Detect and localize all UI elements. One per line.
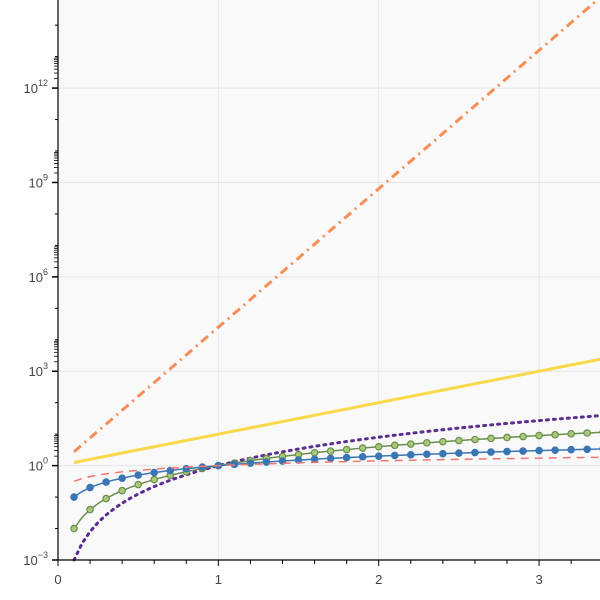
series-sqrt-line	[73, 456, 600, 483]
series-sq-point	[150, 475, 159, 484]
series-sq-point	[487, 434, 495, 443]
y-tick-label: 1012	[24, 78, 48, 96]
series-lin-point	[471, 448, 479, 457]
series-sq-point	[390, 441, 399, 450]
series-sq-point	[134, 480, 142, 489]
series-sq-point	[535, 431, 543, 440]
series-lin-point	[583, 445, 591, 454]
series-lin-point	[134, 471, 142, 479]
x-tick-label: 1	[215, 572, 222, 587]
series-lin-point	[439, 449, 447, 458]
series-lin-point	[455, 449, 463, 457]
series-lin-point	[406, 451, 415, 459]
series-sq-point	[374, 442, 383, 451]
series-sq-point	[503, 433, 511, 442]
series-lin-point	[246, 459, 255, 467]
series-lin-point	[358, 453, 367, 461]
series-sq-point	[406, 440, 415, 448]
x-tick-label: 2	[375, 572, 382, 587]
plot-background	[58, 0, 600, 560]
series-lin-point	[535, 446, 543, 455]
series-lin-point	[166, 466, 175, 475]
y-tick-exponent: 3	[43, 361, 48, 371]
series-sq-point	[86, 505, 94, 514]
series-sq-point	[567, 430, 575, 438]
series-lin-point	[551, 446, 559, 454]
series-sq-point	[583, 429, 591, 437]
series-sq-point	[439, 437, 447, 446]
series-lin-point	[102, 478, 110, 486]
y-tick-exponent: 12	[38, 78, 48, 88]
series-lin-point	[326, 454, 335, 463]
series-lin-point	[423, 450, 431, 459]
series-lin-point	[487, 448, 495, 456]
y-tick-base: 10	[29, 364, 43, 379]
series-sq-point	[519, 432, 527, 441]
axes	[52, 0, 600, 566]
y-tick-exponent: 6	[43, 267, 48, 277]
series-lin-point	[150, 468, 159, 477]
series-cube-line	[72, 414, 600, 562]
series-lin-point	[86, 483, 94, 492]
y-tick-base: 10	[23, 553, 37, 568]
grid	[58, 0, 600, 560]
series-sq-point	[471, 435, 479, 444]
series-exp2-line	[73, 357, 600, 464]
y-tick-exponent: −3	[38, 550, 48, 560]
series-sq-point	[551, 430, 559, 439]
y-tick-base: 10	[29, 175, 43, 190]
series-lin-point	[519, 447, 527, 455]
y-tick-label: 106	[29, 267, 48, 285]
y-tick-label: 109	[29, 172, 48, 190]
series-lin-point	[310, 455, 319, 464]
series-lin-line	[73, 448, 600, 498]
y-tick-exponent: 9	[43, 172, 48, 182]
series-sq-point	[102, 494, 110, 503]
y-tick-label: 103	[29, 361, 48, 379]
y-tick-label: 10−3	[23, 550, 48, 568]
series-exp10-line	[73, 0, 600, 453]
series-lin-point	[342, 453, 351, 462]
y-tick-label: 100	[29, 456, 48, 474]
series-sq-point	[118, 486, 126, 495]
series-sq-point	[342, 445, 351, 454]
y-tick-base: 10	[29, 270, 43, 285]
series-sq-line	[73, 431, 600, 529]
series-lin-point	[390, 451, 399, 460]
series-sq-point	[326, 447, 335, 455]
series-sq-point	[358, 444, 367, 452]
series-sq-point	[423, 439, 431, 447]
series-lin-point	[262, 458, 271, 466]
series-sq-point	[310, 448, 319, 457]
series-layer	[70, 0, 600, 562]
series-lin-point	[374, 452, 383, 460]
series-lin-point	[503, 447, 511, 456]
x-tick-label: 3	[535, 572, 542, 587]
series-lin-point	[118, 474, 126, 482]
y-tick-base: 10	[24, 81, 38, 96]
y-tick-base: 10	[29, 459, 43, 474]
series-sq-point	[455, 436, 463, 445]
series-sq-point	[70, 524, 78, 533]
series-lin-point	[70, 493, 78, 501]
series-lin-point	[567, 445, 575, 454]
y-tick-exponent: 0	[43, 456, 48, 466]
x-tick-label: 0	[54, 572, 61, 587]
